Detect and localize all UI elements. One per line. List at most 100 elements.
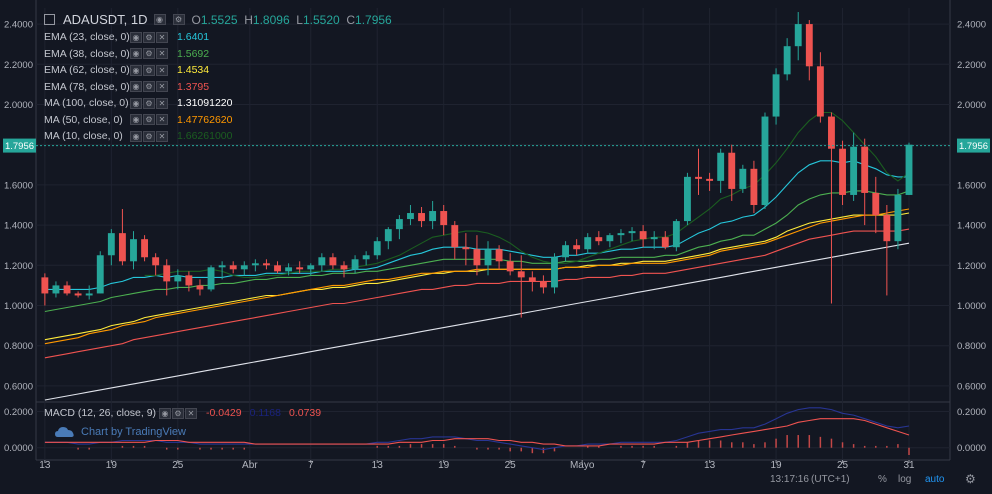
candle-body [551,257,558,288]
collapse-icon[interactable] [44,14,55,25]
candle-body [639,231,647,240]
indicator-name: EMA (23, close, 0) [44,31,130,43]
indicator-name: MA (50, close, 0) [44,113,123,126]
candle-body [517,271,525,278]
candle-body [329,257,337,266]
settings-icon[interactable]: ⚙ [143,97,155,109]
candle-body [307,265,315,270]
settings-icon[interactable]: ⚙ [143,130,155,142]
eye-icon[interactable]: ◉ [153,14,166,25]
close-icon[interactable]: ✕ [156,81,168,92]
tradingview-watermark[interactable]: Chart by TradingView [54,425,186,439]
close-icon[interactable]: ✕ [156,31,168,43]
y-tick-label-left: 1.2000 [4,261,33,272]
macd-line-value: 0.1168 [249,407,281,419]
candle-body [451,225,459,248]
grid-lines [35,0,951,461]
y-tick-label-right: 1.2000 [957,261,986,272]
open-value: 1.5525 [200,12,238,27]
auto-scale-button[interactable]: auto [925,474,945,485]
settings-icon[interactable]: ⚙ [172,407,184,419]
candle-body [185,275,193,286]
x-tick-label: 13 [372,460,384,471]
candle-body [196,285,204,290]
y-tick-label-right: 1.0000 [957,301,986,312]
settings-icon[interactable]: ⚙ [143,31,155,43]
ohlc-readout: O1.5525 H1.8096 L1.5520 C1.7956 [191,12,392,27]
candle-body [429,211,437,222]
y-tick-label-right: 2.4000 [957,20,986,31]
y-tick-label-left: 0.6000 [4,381,33,392]
settings-icon[interactable]: ⚙ [143,114,155,125]
macd-signal-line [44,418,910,447]
candle-body [706,178,714,181]
x-tick-label: Abr [242,460,258,471]
candle-body [584,237,592,250]
eye-icon[interactable]: ◉ [130,48,142,59]
log-scale-button[interactable]: log [898,474,912,485]
eye-icon[interactable]: ◉ [130,130,142,142]
candle-body [41,277,49,294]
low-value: 1.5520 [302,12,340,27]
candle-body [484,249,492,266]
settings-icon[interactable]: ⚙ [143,48,155,59]
eye-icon[interactable]: ◉ [130,114,142,125]
settings-icon[interactable]: ⚙ [172,14,185,25]
indicator-value: 1.3795 [177,80,210,93]
macd-signal-value: 0.0739 [288,407,322,419]
gear-icon[interactable]: ⚙ [965,472,976,486]
indicator-name: EMA (38, close, 0) [44,47,130,60]
x-tick-label: 25 [172,460,184,471]
candle-body [395,219,403,230]
candle-body [661,237,669,248]
y-tick-label-right: 2.2000 [957,60,986,71]
eye-icon[interactable]: ◉ [130,31,142,43]
indicator-name: MA (100, close, 0) [44,97,129,109]
x-tick-label: 25 [505,460,517,471]
candle-body [872,192,880,216]
close-icon[interactable]: ✕ [156,48,168,59]
candle-body [285,267,293,272]
close-icon[interactable]: ✕ [156,64,168,76]
candle-body [683,176,691,222]
close-icon[interactable]: ✕ [156,114,168,125]
candle-body [174,275,182,282]
eye-icon[interactable]: ◉ [159,407,171,419]
candle-body [495,249,503,262]
candle-body [717,152,725,181]
close-icon[interactable]: ✕ [156,97,168,109]
candle-body [152,257,160,266]
y-tick-label-right: 0.8000 [957,341,986,352]
symbol-title[interactable]: ADAUSDT, 1D [63,12,148,27]
close-icon[interactable]: ✕ [185,407,197,419]
indicator-row[interactable]: MA (100, close, 0) ◉ ⚙ ✕ 1.31091220 [44,97,232,109]
indicator-row[interactable]: EMA (62, close, 0) ◉ ⚙ ✕ 1.4534 [44,64,209,76]
timezone-button[interactable]: (UTC+1) [811,474,850,485]
candle-body [251,263,259,266]
x-tick-label: 13 [39,460,51,471]
candle-body [52,285,60,294]
indicator-row[interactable]: EMA (78, close, 0) ◉ ⚙ ✕ 1.3795 [44,81,209,93]
eye-icon[interactable]: ◉ [130,81,142,92]
candle-body [750,168,758,205]
high-value: 1.8096 [252,12,290,27]
y-tick-label-right: 2.0000 [957,100,986,111]
chart-header: ADAUSDT, 1D ◉ ⚙ O1.5525 H1.8096 L1.5520 … [44,12,392,27]
indicator-row[interactable]: EMA (23, close, 0) ◉ ⚙ ✕ 1.6401 [44,31,209,43]
candle-body [130,239,137,262]
candle-body [650,237,658,240]
percent-scale-button[interactable]: % [878,474,887,485]
eye-icon[interactable]: ◉ [130,64,142,76]
settings-icon[interactable]: ⚙ [143,81,155,92]
candle-body [573,245,581,250]
indicator-row[interactable]: EMA (38, close, 0) ◉ ⚙ ✕ 1.5692 [44,48,209,60]
candlesticks [41,12,913,318]
settings-icon[interactable]: ⚙ [143,64,155,76]
candle-body [761,116,769,205]
candle-body [562,245,570,258]
macd-tick-label-left: 0.2000 [4,407,33,418]
indicator-row[interactable]: MA (50, close, 0) ◉ ⚙ ✕ 1.47762620 [44,114,232,126]
eye-icon[interactable]: ◉ [130,97,142,109]
close-icon[interactable]: ✕ [156,130,168,142]
indicator-row[interactable]: MA (10, close, 0) ◉ ⚙ ✕ 1.66261000 [44,130,232,142]
